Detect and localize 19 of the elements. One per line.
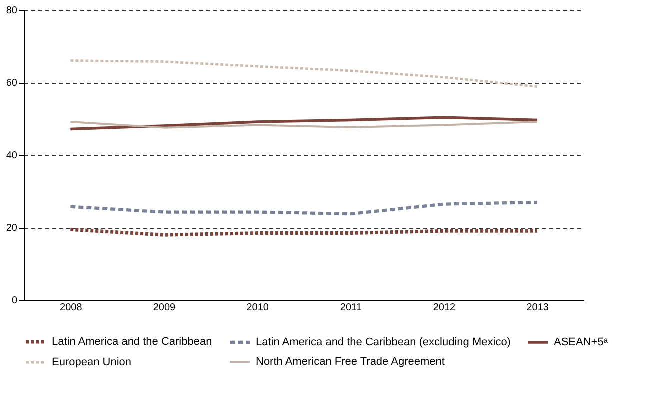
line-series	[69, 116, 539, 131]
x-tick-label: 2013	[526, 302, 550, 314]
y-tick-label: 80	[6, 6, 18, 16]
x-tick-label: 2012	[433, 302, 456, 314]
line-series	[69, 60, 539, 88]
y-tick-label: 20	[6, 223, 18, 234]
x-tick-label: 2008	[60, 302, 83, 314]
x-tick-label: 2010	[246, 302, 270, 314]
legend-label: Latin America and the Caribbean	[52, 336, 212, 348]
y-tick-label: 60	[6, 78, 18, 89]
legend-label: Latin America and the Caribbean (excluding Mexico)	[256, 336, 511, 348]
legend-label: European Union	[52, 356, 132, 368]
x-tick-label: 2009	[153, 302, 176, 314]
x-tick-label: 2011	[340, 302, 362, 314]
legend-label: North American Free Trade Agreement	[256, 356, 445, 368]
legend-label: ASEAN+5ᵃ	[554, 336, 609, 348]
y-tick-label: 40	[6, 150, 18, 162]
line-series	[69, 200, 539, 216]
y-tick-label: 0	[12, 296, 18, 306]
